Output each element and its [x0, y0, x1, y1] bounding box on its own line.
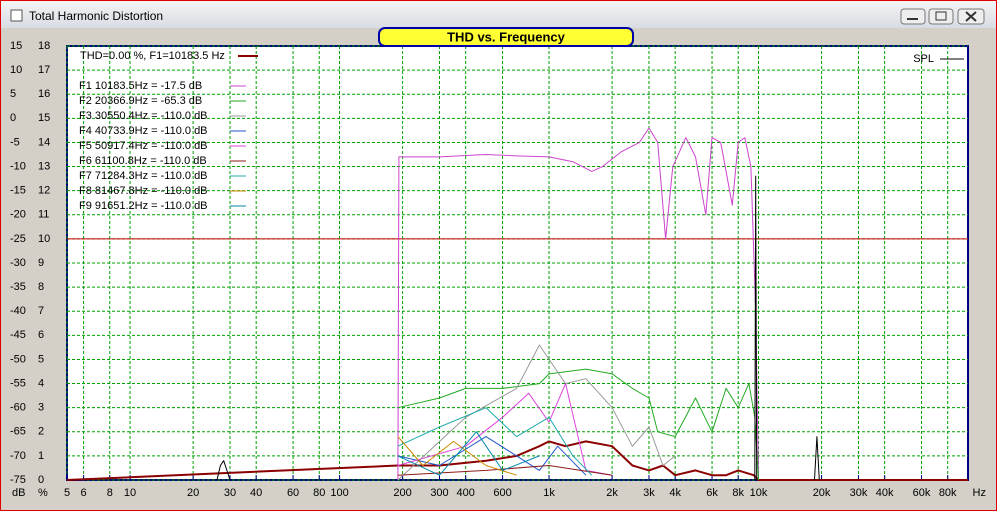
y-tick-label: -5	[10, 136, 20, 148]
series-line	[397, 344, 676, 481]
y2-tick-label: 9	[38, 257, 44, 269]
x-tick-label: 30	[224, 487, 236, 499]
y2-tick-label: 16	[38, 88, 50, 100]
y-tick-label: 10	[10, 64, 22, 76]
y-tick-label: -65	[10, 426, 26, 438]
title-box	[378, 27, 634, 47]
y2-tick-label: 8	[38, 281, 44, 293]
legend-label: F6 61100.8Hz = -110.0 dB	[79, 155, 207, 167]
x-tick-label: 6k	[706, 487, 718, 499]
series-line	[216, 175, 820, 481]
series-line	[397, 431, 540, 476]
x-tick-label: 80k	[939, 487, 957, 499]
legend-label: F4 40733.9Hz = -110.0 dB	[79, 125, 208, 137]
x-tick-label: 2k	[606, 487, 618, 499]
y-tick-label: -55	[10, 377, 26, 389]
minimize-button[interactable]	[900, 8, 926, 25]
series-line	[397, 368, 759, 481]
x-tick-label: 8	[107, 487, 113, 499]
x-tick-label: 5	[64, 487, 70, 499]
y2-tick-label: 13	[38, 160, 50, 172]
maximize-button[interactable]	[928, 8, 954, 25]
y-tick-label: -15	[10, 185, 26, 197]
y2-tick-label: 11	[38, 209, 49, 221]
y-tick-label: -30	[10, 257, 26, 269]
legend-label: F2 20366.9Hz = -65.3 dB	[79, 95, 202, 107]
y-tick-label: -75	[10, 474, 26, 486]
series-line	[397, 436, 587, 476]
x-tick-label: 1k	[543, 487, 555, 499]
x-tick-label: 6	[81, 487, 87, 499]
y2-tick-label: 7	[38, 305, 44, 317]
x-tick-label: 30k	[850, 487, 868, 499]
title-bar	[1, 1, 996, 28]
y2-tick-label: 10	[38, 233, 50, 245]
y-tick-label: -10	[10, 160, 26, 172]
x-tick-label: 4k	[669, 487, 681, 499]
chart-title: THD vs. Frequency	[447, 29, 566, 44]
y-tick-label: 0	[10, 112, 16, 124]
x-tick-label: 10	[124, 487, 136, 499]
legend-label: F7 71284.3Hz = -110.0 dB	[79, 170, 208, 182]
legend-label: F1 10183.5Hz = -17.5 dB	[79, 80, 202, 92]
y2-tick-label: 1	[38, 450, 44, 462]
legend-label: THD=0.00 %, F1=10183.5 Hz	[80, 50, 225, 62]
series-line	[397, 127, 759, 481]
window-icon	[10, 9, 23, 22]
y2-tick-label: 18	[38, 40, 50, 52]
x-tick-label: 40	[250, 487, 262, 499]
series-line	[397, 436, 517, 476]
x-tick-label: 20k	[813, 487, 831, 499]
y2-tick-label: 6	[38, 329, 44, 341]
x-tick-label: 300	[430, 487, 448, 499]
series-line	[397, 383, 613, 476]
y2-tick-label: 5	[38, 353, 44, 365]
legend-label: SPL	[913, 53, 934, 65]
y-tick-label: -40	[10, 305, 26, 317]
y-tick-label: 15	[10, 40, 22, 52]
legend-label: F8 81467.8Hz = -110.0 dB	[79, 185, 208, 197]
y-tick-label: -60	[10, 402, 26, 414]
y2-tick-label: 14	[38, 136, 50, 148]
series-line	[397, 407, 593, 476]
x-tick-label: 600	[493, 487, 511, 499]
legend-label: F3 30550.4Hz = -110.0 dB	[79, 110, 208, 122]
y-tick-label: -20	[10, 209, 26, 221]
legend-label: F9 91651.2Hz = -110.0 dB	[79, 200, 208, 212]
series-line	[66, 440, 968, 481]
x-tick-label: 60	[287, 487, 299, 499]
y2-axis-label: %	[38, 487, 48, 499]
x-tick-label: 3k	[643, 487, 655, 499]
x-tick-label: 20	[187, 487, 199, 499]
y-tick-label: -45	[10, 329, 26, 341]
y-tick-label: -35	[10, 281, 26, 293]
x-tick-label: 400	[456, 487, 474, 499]
x-tick-label: 100	[330, 487, 348, 499]
marks	[66, 127, 968, 481]
y-tick-label: -50	[10, 353, 26, 365]
y2-tick-label: 2	[38, 426, 44, 438]
y2-tick-label: 4	[38, 377, 44, 389]
y2-tick-label: 17	[38, 64, 50, 76]
x-axis-label: Hz	[973, 487, 986, 499]
x-tick-label: 8k	[732, 487, 744, 499]
y-tick-label: -25	[10, 233, 26, 245]
x-tick-label: 40k	[876, 487, 894, 499]
y2-tick-label: 15	[38, 112, 50, 124]
x-tick-label: 60k	[913, 487, 931, 499]
y2-tick-label: 12	[38, 185, 50, 197]
window-title: Total Harmonic Distortion	[29, 9, 163, 23]
x-tick-label: 10k	[750, 487, 768, 499]
y-tick-label: -70	[10, 450, 26, 462]
y-axis-label: dB	[12, 487, 25, 499]
x-tick-label: 80	[313, 487, 325, 499]
y-tick-label: 5	[10, 88, 16, 100]
y2-tick-label: 0	[38, 474, 44, 486]
y2-tick-label: 3	[38, 402, 44, 414]
x-tick-label: 200	[393, 487, 411, 499]
window-buttons	[900, 8, 985, 25]
legend-label: F5 50917.4Hz = -110.0 dB	[79, 140, 208, 152]
